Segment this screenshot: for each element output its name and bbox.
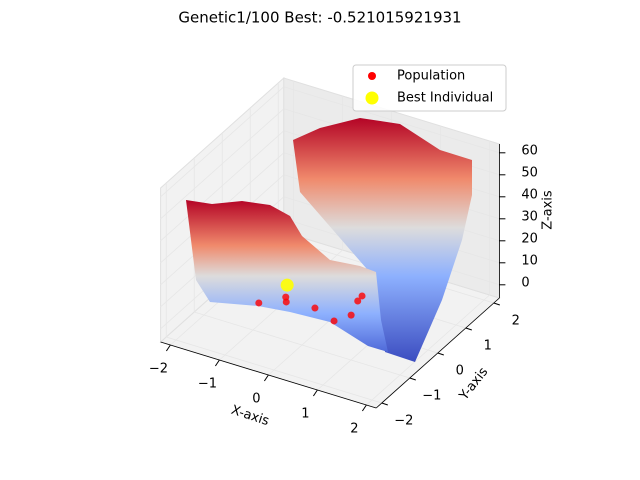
legend-label: Population xyxy=(397,69,465,84)
x-tick xyxy=(312,389,318,397)
z-tick-label: 10 xyxy=(521,253,538,268)
x-tick xyxy=(361,404,367,412)
axis-line xyxy=(160,341,377,409)
y-tick xyxy=(409,377,416,381)
x-tick-label: 0 xyxy=(252,392,260,407)
z-grid-line xyxy=(283,86,500,154)
y-tick-label: −1 xyxy=(422,389,441,404)
x-tick-label: 2 xyxy=(350,422,358,437)
legend: Population Best Individual xyxy=(352,64,507,112)
z-tick-label: 0 xyxy=(521,275,529,290)
y-tick xyxy=(381,402,388,406)
population-point xyxy=(330,317,338,325)
z-grid-line xyxy=(160,86,285,198)
z-tick-label: 20 xyxy=(521,231,538,246)
z-grid-line xyxy=(160,130,285,242)
best-point xyxy=(280,278,294,292)
legend-swatch xyxy=(365,91,379,105)
population-point xyxy=(347,311,355,319)
z-grid-line xyxy=(160,108,285,220)
population-point xyxy=(358,292,366,300)
x-axis-label: X-axis xyxy=(229,403,271,429)
x-tick-label: −1 xyxy=(198,377,217,392)
y-tick xyxy=(437,352,444,356)
y-tick-label: 0 xyxy=(456,364,464,379)
population-point xyxy=(255,299,263,307)
z-axis-label: Z-axis xyxy=(541,190,556,230)
surface xyxy=(186,118,472,362)
chart-title: Genetic1/100 Best: -0.521015921931 xyxy=(178,9,461,27)
x-tick xyxy=(214,359,220,367)
marks xyxy=(255,278,366,325)
y-grid-line xyxy=(166,336,382,404)
legend-swatch xyxy=(368,72,376,80)
y-tick xyxy=(493,302,500,306)
x-tick-label: −2 xyxy=(149,362,168,377)
population-point xyxy=(311,304,319,312)
x-tick xyxy=(165,344,171,352)
population-point xyxy=(354,297,362,305)
legend-box xyxy=(352,64,507,112)
y-tick-label: 1 xyxy=(484,339,492,354)
y-grid-line xyxy=(194,311,410,379)
y-tick xyxy=(465,327,472,331)
z-tick-label: 30 xyxy=(521,209,538,224)
z-tick-label: 60 xyxy=(521,143,538,158)
y-tick-label: −2 xyxy=(394,414,413,429)
x-tick xyxy=(263,374,269,382)
y-tick-label: 2 xyxy=(512,314,520,329)
population-point xyxy=(282,298,290,306)
z-tick-label: 50 xyxy=(521,165,538,180)
x-tick-label: 1 xyxy=(301,407,309,422)
legend-label: Best Individual xyxy=(397,91,493,106)
z-tick-label: 40 xyxy=(521,187,538,202)
